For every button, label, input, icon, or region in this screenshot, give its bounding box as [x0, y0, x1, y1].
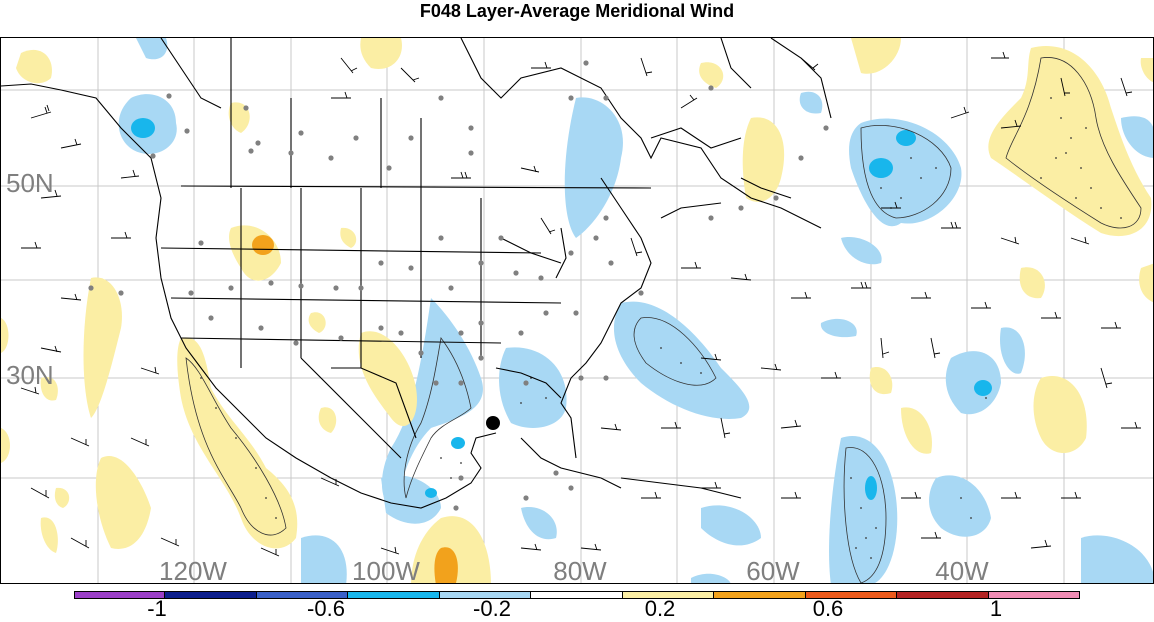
lon-label-80w: 80W	[553, 556, 607, 586]
colorbar-segment	[623, 591, 714, 599]
lon-label-120w: 120W	[159, 556, 227, 586]
map-canvas	[1, 38, 1153, 583]
colorbar-segment	[531, 591, 623, 599]
wind-barbs	[20, 51, 1141, 557]
lat-label-50n: 50N	[6, 168, 54, 198]
colorbar-segment	[74, 591, 165, 599]
colorbar-tick: 0.6	[812, 596, 844, 621]
colorbar-segment	[897, 591, 989, 599]
colorbar-segment	[806, 591, 897, 599]
contour-lines	[185, 57, 1142, 583]
colorbar-tick: 1	[989, 596, 1003, 621]
colorbar-tick: -0.2	[473, 596, 511, 621]
lon-label-60w: 60W	[746, 556, 800, 586]
colorbar-tick: 0.2	[644, 596, 676, 621]
lat-label-30n: 30N	[6, 360, 54, 390]
stippling	[200, 97, 1122, 559]
colorbar-segment	[714, 591, 806, 599]
coastlines-and-borders	[1, 38, 832, 509]
colorbar-tick: -0.6	[307, 596, 345, 621]
map-panel	[0, 37, 1154, 584]
lon-label-100w: 100W	[352, 556, 420, 586]
colorbar-segment	[165, 591, 257, 599]
lon-label-40w: 40W	[935, 556, 989, 586]
map-title: F048 Layer-Average Meridional Wind	[419, 1, 735, 21]
colorbar-segment	[257, 591, 348, 599]
colorbar-segment	[440, 591, 531, 599]
colorbar-segment	[989, 591, 1080, 599]
storm-center-marker	[486, 416, 500, 430]
strong-negative-cores	[131, 118, 992, 500]
colorbar-segment	[348, 591, 440, 599]
station-dots	[88, 60, 829, 511]
colorbar-tick: -1	[147, 596, 167, 621]
strong-positive-cores	[252, 235, 458, 583]
colorbar	[74, 591, 1080, 599]
positive-wind-regions	[1, 38, 1153, 583]
